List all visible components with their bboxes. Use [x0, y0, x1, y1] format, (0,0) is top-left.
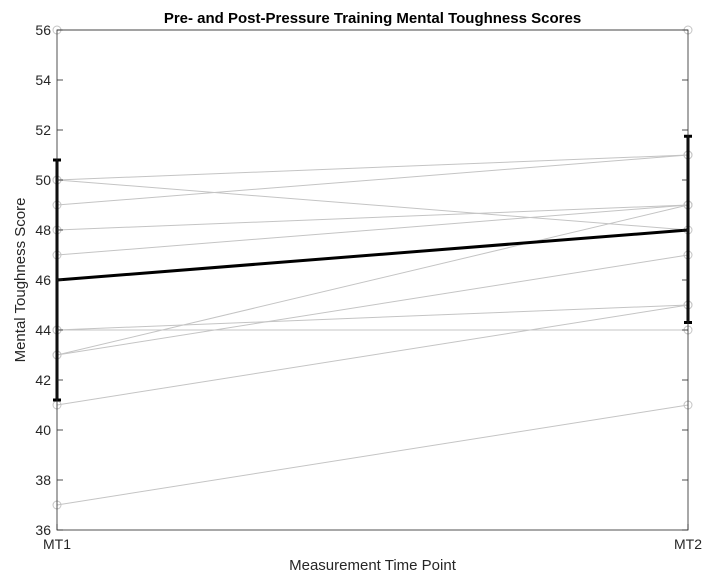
individual-line-6 — [56, 204, 689, 256]
y-tick-label-54: 54 — [35, 72, 51, 88]
y-tick-label-40: 40 — [35, 422, 51, 438]
y-axis-label: Mental Toughness Score — [12, 198, 29, 363]
individual-line-10 — [56, 254, 689, 356]
y-tick-label-46: 46 — [35, 272, 51, 288]
individual-line-7 — [56, 304, 689, 331]
individual-line-5 — [56, 204, 689, 231]
x-tick-label-mt1: MT1 — [43, 536, 71, 552]
individual-line-12 — [56, 404, 689, 506]
individual-line-4 — [56, 154, 689, 206]
y-tick-label-48: 48 — [35, 222, 51, 238]
y-tick-label-38: 38 — [35, 472, 51, 488]
individual-line-2 — [56, 154, 689, 181]
x-axis-label: Measurement Time Point — [289, 557, 457, 574]
y-tick-label-36: 36 — [35, 522, 51, 538]
individual-line-9 — [56, 204, 689, 356]
individual-line-11 — [56, 304, 689, 406]
y-tick-label-44: 44 — [35, 322, 51, 338]
y-tick-label-42: 42 — [35, 372, 51, 388]
individual-line-3 — [56, 179, 689, 231]
chart-title: Pre- and Post-Pressure Training Mental T… — [164, 10, 581, 27]
x-tick-label-mt2: MT2 — [674, 536, 702, 552]
y-tick-label-50: 50 — [35, 172, 51, 188]
mean-line — [56, 228, 689, 282]
y-tick-label-56: 56 — [35, 22, 51, 38]
y-tick-label-52: 52 — [35, 122, 51, 138]
